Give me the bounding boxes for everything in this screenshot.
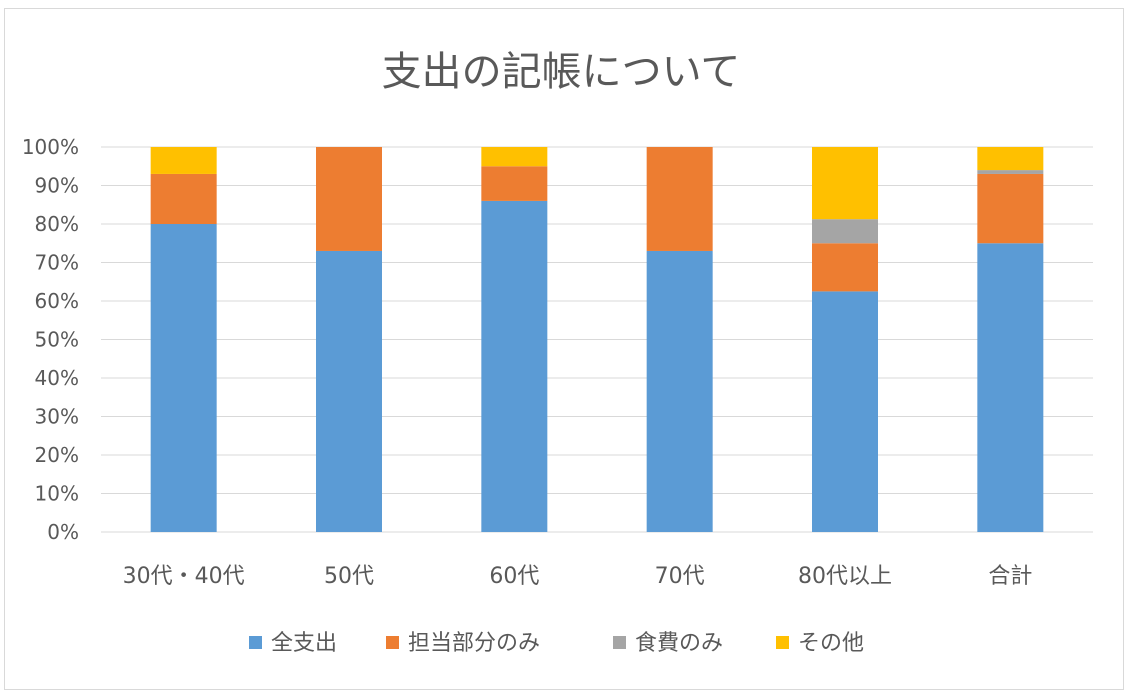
x-category-label: 80代以上 xyxy=(798,564,892,589)
legend-label: その他 xyxy=(798,631,864,656)
y-tick-label: 30% xyxy=(35,405,79,429)
legend-label: 担当部分のみ xyxy=(408,631,540,656)
bar-segment xyxy=(481,147,548,167)
bar-segment xyxy=(316,250,382,532)
bar-segment xyxy=(481,166,548,201)
bar-segment xyxy=(316,147,382,251)
legend-label: 全支出 xyxy=(271,631,337,656)
bar-segment xyxy=(812,291,878,532)
bar-segment xyxy=(977,147,1044,171)
bar-segment xyxy=(150,173,217,224)
bar-segment xyxy=(977,173,1044,244)
bar-segment xyxy=(812,219,878,244)
y-tick-label: 100% xyxy=(22,135,79,159)
y-tick-label: 80% xyxy=(35,212,79,236)
y-tick-label: 40% xyxy=(35,366,79,390)
bar-segment xyxy=(812,243,878,292)
chart-title: 支出の記帳について xyxy=(382,49,741,95)
bar-segment xyxy=(150,224,217,532)
stacked-bar-chart: 支出の記帳について 0% 10% 20% 30% 40% 50% 60% 70% 80% 90% 1… xyxy=(22,49,1093,656)
y-tick-label: 20% xyxy=(35,443,79,467)
y-tick-label: 10% xyxy=(35,482,79,506)
bar-segment xyxy=(481,200,548,532)
bar-segment xyxy=(977,170,1044,174)
bar-segment xyxy=(977,243,1044,532)
x-category-label: 合計 xyxy=(988,564,1032,589)
x-category-label: 30代・40代 xyxy=(123,564,245,589)
x-category-label: 60代 xyxy=(489,564,539,589)
bar-segment xyxy=(646,250,713,532)
y-tick-label: 50% xyxy=(35,328,79,352)
x-category-label: 50代 xyxy=(324,564,374,589)
y-tick-label: 90% xyxy=(35,174,79,198)
x-category-label: 70代 xyxy=(655,564,705,589)
legend-swatch xyxy=(613,636,626,649)
y-tick-label: 0% xyxy=(47,520,79,544)
legend-swatch xyxy=(386,636,399,649)
chart-frame: 支出の記帳について 0% 10% 20% 30% 40% 50% 60% 70% 80% 90% 1… xyxy=(4,8,1124,690)
y-tick-label: 70% xyxy=(35,251,79,275)
bar-segment xyxy=(812,147,878,220)
y-tick-label: 60% xyxy=(35,289,79,313)
legend-swatch xyxy=(776,636,789,649)
legend-label: 食費のみ xyxy=(635,631,723,656)
bar-segment xyxy=(150,147,217,174)
bar-segment xyxy=(646,147,713,251)
legend-swatch xyxy=(249,636,262,649)
